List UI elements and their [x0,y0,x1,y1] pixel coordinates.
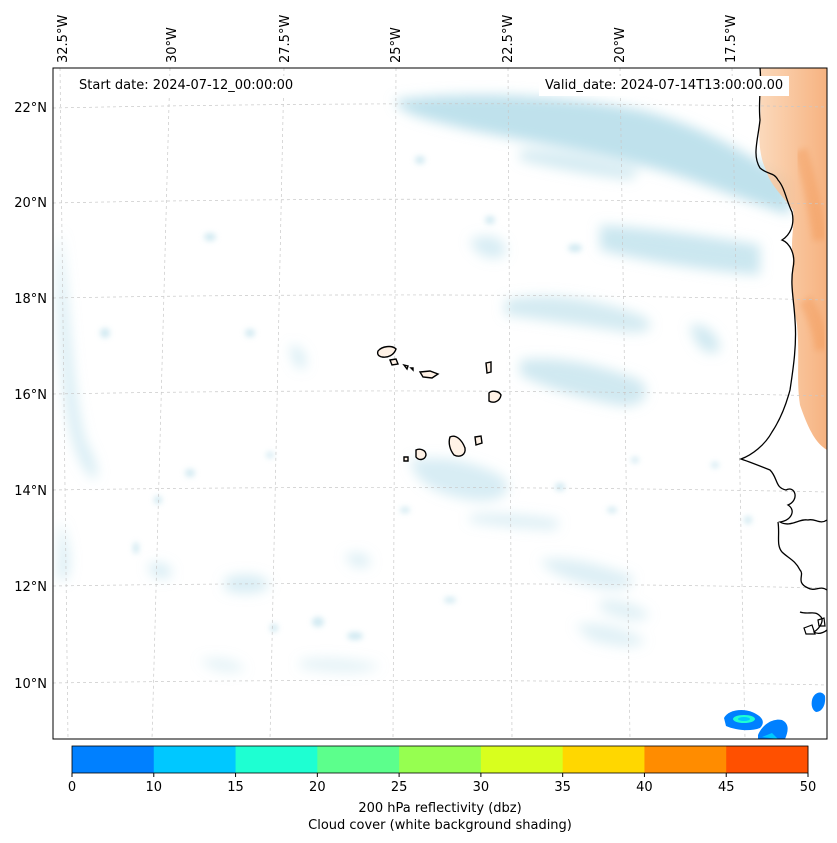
lat-label: 22°N [14,101,47,116]
lon-label: 25°W [389,27,404,63]
longitude-labels: 32.5°W 30°W 27.5°W 25°W 22.5°W 20°W 17.5… [56,15,739,63]
colorbar-segment [235,746,318,773]
island-bissau [803,624,816,635]
colorbar-segment [644,746,727,773]
lon-label: 32.5°W [56,15,71,63]
colorbar-tick-label: 30 [473,780,490,795]
valid-date-label: Valid_date: 2024-07-14T13:00:00.00 [539,76,790,96]
colorbar-tick-label: 0 [68,780,76,795]
island-bijagos [817,617,826,627]
colorbar: 0 10 15 20 25 30 35 40 45 50 [68,745,817,795]
lon-label: 30°W [165,27,180,63]
colorbar-tick-label: 40 [636,780,653,795]
africa-coastline [739,68,827,635]
colorbar-tick-label: 50 [800,780,817,795]
lon-label: 27.5°W [278,15,293,63]
colorbar-segment [399,746,482,773]
colorbar-tick-label: 25 [391,780,408,795]
cloud-cover-shading [57,94,790,673]
start-date-label: Start date: 2024-07-12_00:00:00 [73,76,300,96]
lat-label: 20°N [14,196,47,211]
lat-label: 16°N [14,388,47,403]
colorbar-label: 200 hPa reflectivity (dbz) [358,801,522,816]
lat-label: 10°N [14,677,47,692]
map-frame [52,67,828,740]
lon-label: 17.5°W [724,15,739,63]
colorbar-tick-label: 10 [146,780,163,795]
colorbar-segment [726,746,809,773]
colorbar-sublabel: Cloud cover (white background shading) [308,818,572,833]
colorbar-frame [71,745,809,774]
lon-label: 20°W [613,27,628,63]
latitude-labels: 22°N 20°N 18°N 16°N 14°N 12°N 10°N [14,101,47,692]
colorbar-tick-label: 15 [227,780,244,795]
colorbar-tick-label: 35 [554,780,571,795]
graticule [53,68,827,739]
cape-verde-islands [376,345,502,462]
colorbar-segment [72,746,155,773]
colorbar-segment [562,746,645,773]
colorbar-tick-label: 45 [718,780,735,795]
lat-label: 12°N [14,580,47,595]
reflectivity-cells [724,692,826,739]
colorbar-segment [317,746,400,773]
cloud-cover-specks [100,156,752,640]
africa-land-stripes [793,147,827,351]
lat-label: 14°N [14,484,47,499]
lon-label: 22.5°W [501,15,516,63]
colorbar-segment [480,746,564,773]
lat-label: 18°N [14,292,47,307]
colorbar-segment [153,746,237,773]
colorbar-tick-label: 20 [309,780,326,795]
